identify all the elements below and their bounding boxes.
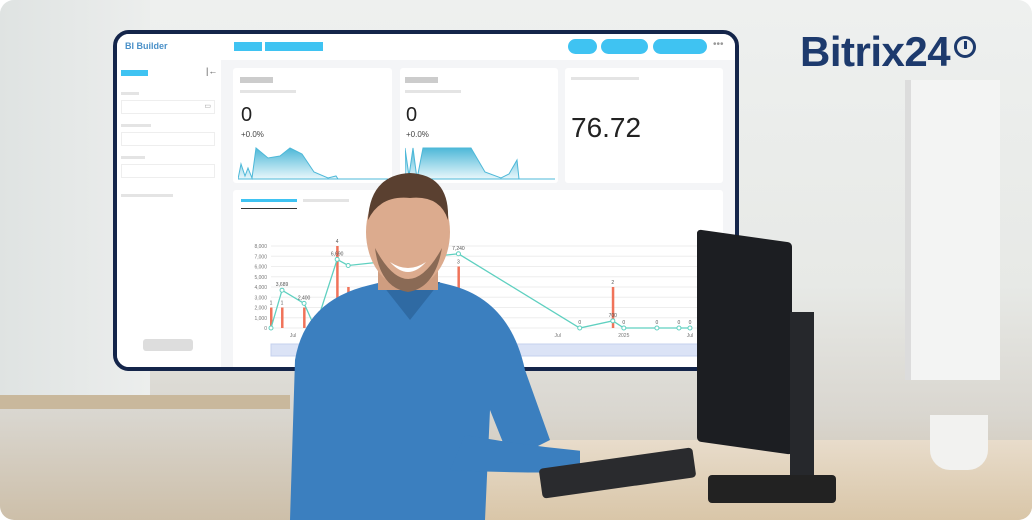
line-point [334,256,340,262]
clock-icon [954,36,977,58]
sidebar: |← ▭ [117,60,221,367]
point-label: 3,689 [276,282,289,288]
monitor [697,229,792,455]
point-label: 2,400 [298,295,311,301]
line-point [301,300,307,306]
mug [930,415,988,470]
date-field[interactable]: ▭ [121,100,215,114]
bar [336,246,339,328]
point-label: 7,240 [452,246,465,252]
bar [303,307,306,328]
point-label: 700 [609,313,618,319]
bar [281,307,284,328]
filter-select[interactable] [121,164,215,178]
bar-label: 1 [270,301,273,307]
header-button[interactable] [568,39,597,54]
x-tick: Jul [687,333,693,339]
person-photo [290,173,580,520]
collapse-left-icon[interactable]: |← [206,66,218,76]
point-label: 0 [578,320,581,326]
line-point [610,318,616,324]
kpi-change: +0.0% [406,130,429,139]
apply-button[interactable] [143,339,193,351]
tab[interactable] [265,42,323,51]
back-desk [0,395,290,409]
sparkline [405,147,555,180]
y-left-tick: 8,000 [254,244,267,250]
x-tick: Jul [290,333,296,339]
line-point [687,325,693,331]
bar-label: 1 [281,301,284,307]
y-left-tick: 3,000 [254,295,267,301]
sidebar-title [121,70,148,76]
y-left-tick: 0 [264,326,267,332]
y-left-tick: 4,000 [254,285,267,291]
kpi-value: 0 [406,104,418,126]
y-left-tick: 7,000 [254,254,267,260]
x-tick: 2025 [618,333,629,339]
line-point [577,325,583,331]
line-point [345,262,351,268]
calendar-icon: ▭ [204,103,211,110]
bar-label: 2 [611,280,614,286]
point-label: 0 [678,320,681,326]
point-label: 6,690 [331,251,344,257]
tab[interactable] [234,42,262,51]
point-label: 0 [622,320,625,326]
kpi-change: +0.0% [241,130,264,139]
line-point [654,325,660,331]
dashboard-screen: BI Builder ••• |← ▭ 0 +0.0% 0 +0.0% 76.7… [113,30,739,371]
line-point [268,325,274,331]
bar-label: 4 [336,239,339,245]
y-left-tick: 6,000 [254,265,267,271]
bar [611,287,615,328]
filter-select[interactable] [121,132,215,146]
header: BI Builder ••• [117,34,735,60]
chart-tab[interactable] [303,199,349,202]
kpi-card: 0 +0.0% [233,68,392,183]
point-label: 0 [656,320,659,326]
sparkline [238,147,388,180]
point-label: 0 [689,320,692,326]
header-button[interactable] [653,39,707,54]
y-left-tick: 5,000 [254,275,267,281]
kpi-card: 0 +0.0% [400,68,558,183]
kpi-value: 76.72 [571,112,642,143]
monitor-base [708,475,836,503]
chart-tab-active[interactable] [241,199,297,202]
monitor-stand [790,312,814,482]
y-left-tick: 2,000 [254,306,267,312]
bar [270,307,273,328]
brand-logo: Bitrix24 [800,28,977,76]
line-point [279,287,285,293]
kpi-card: 76.72 [565,68,723,183]
x-tick: Jul [554,333,560,339]
bar-label: 3 [457,260,460,266]
line-point [621,325,627,331]
header-button[interactable] [601,39,648,54]
line-point [676,325,682,331]
window-right [905,80,1000,380]
y-left-tick: 1,000 [254,316,267,322]
app-title: BI Builder [125,41,168,51]
line-point [455,251,461,257]
kpi-value: 0 [241,104,253,126]
more-dots-icon[interactable]: ••• [713,39,724,50]
